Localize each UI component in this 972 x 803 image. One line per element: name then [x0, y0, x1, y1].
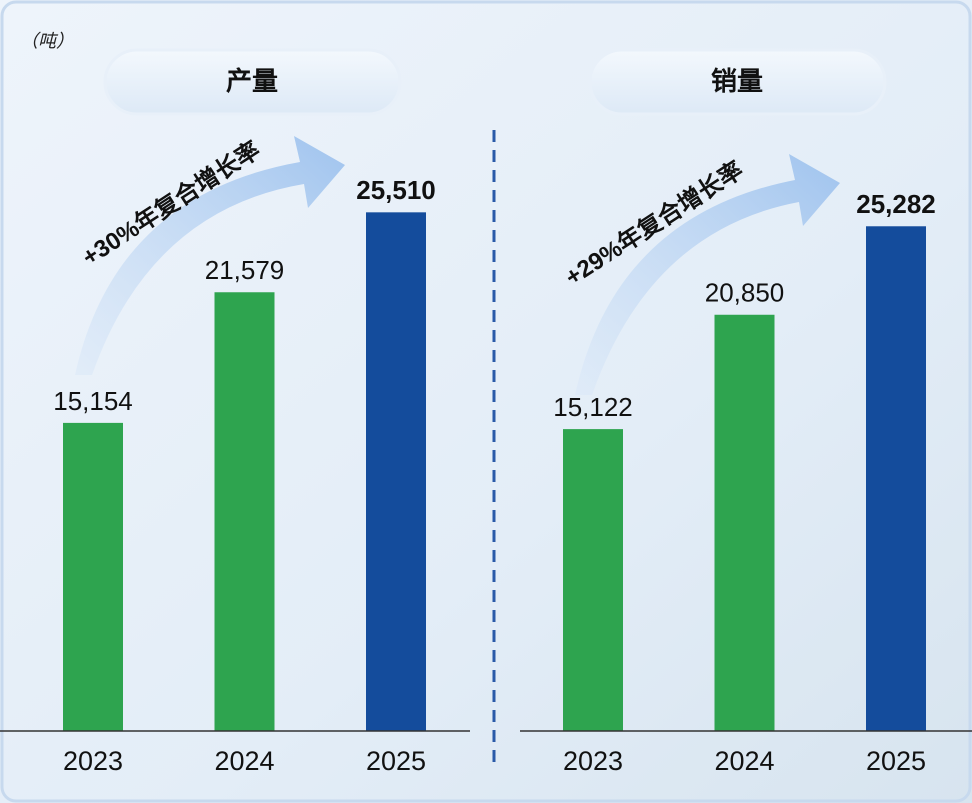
x-tick-label: 2025	[866, 746, 926, 776]
value-label: 15,122	[553, 392, 633, 422]
x-tick-label: 2023	[563, 746, 623, 776]
x-tick-label: 2024	[714, 746, 774, 776]
x-tick-label: 2023	[63, 746, 123, 776]
value-label: 25,282	[856, 189, 936, 219]
growth-arrow	[75, 136, 345, 375]
value-label: 15,154	[53, 386, 133, 416]
bar	[563, 429, 623, 731]
bar	[214, 292, 275, 731]
chart-title: 销量	[711, 66, 763, 96]
title-pill	[588, 48, 887, 116]
x-tick-label: 2025	[366, 746, 426, 776]
bar	[63, 422, 123, 731]
value-label: 20,850	[705, 278, 785, 308]
x-tick-label: 2024	[214, 746, 274, 776]
value-label: 21,579	[205, 255, 285, 285]
value-label: 25,510	[356, 175, 436, 205]
growth-arrow	[575, 154, 840, 395]
bar	[714, 314, 775, 731]
unit-label: （吨）	[20, 31, 74, 51]
title-pill	[103, 48, 402, 116]
chart-title: 产量	[226, 66, 278, 96]
bar	[866, 226, 926, 732]
bar	[366, 212, 426, 731]
